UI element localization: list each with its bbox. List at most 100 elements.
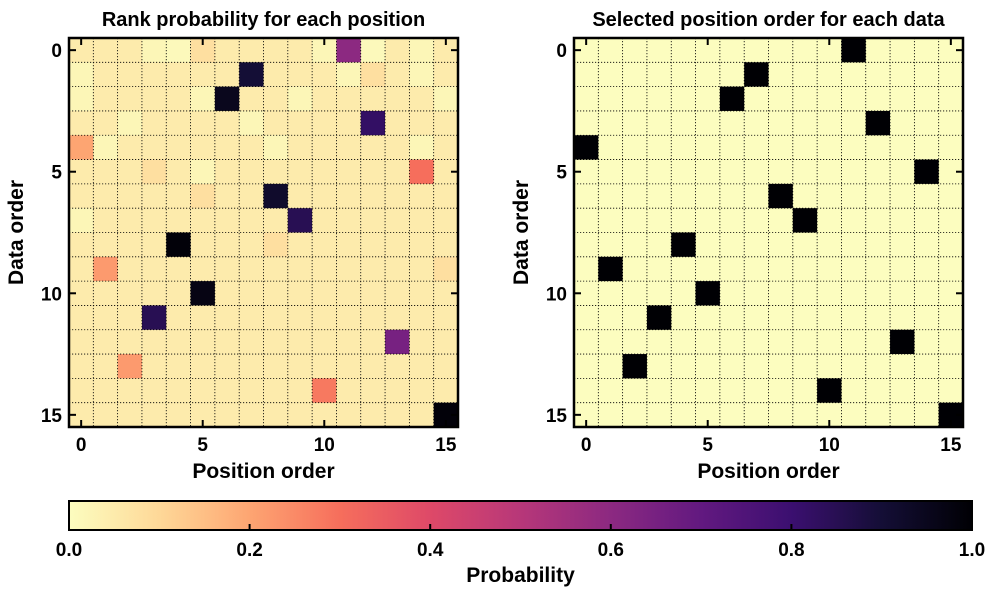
heatmap-cell xyxy=(287,135,313,160)
heatmap-cell xyxy=(117,281,143,306)
heatmap-cell xyxy=(841,38,867,63)
heatmap-cell xyxy=(865,135,891,160)
heatmap-cell xyxy=(817,86,842,112)
heatmap-cell xyxy=(239,378,264,403)
heatmap-cell xyxy=(865,183,891,209)
heatmap-cell xyxy=(360,208,386,233)
heatmap-cell xyxy=(141,62,167,87)
heatmap-cell xyxy=(695,354,721,379)
heatmap-cell xyxy=(914,402,939,428)
heatmap-cell xyxy=(792,62,818,87)
heatmap-cell xyxy=(93,62,118,87)
heatmap-cell xyxy=(646,329,672,355)
heatmap-cell xyxy=(938,135,964,160)
heatmap-cell xyxy=(336,38,362,63)
heatmap-cell xyxy=(166,305,191,331)
heatmap-cell xyxy=(817,135,842,160)
y-tick-label: 5 xyxy=(556,163,567,184)
y-tick-label: 15 xyxy=(546,406,568,427)
heatmap-cell xyxy=(671,62,696,87)
heatmap-cell xyxy=(744,38,769,63)
heatmap-cell xyxy=(574,305,599,331)
heatmap-cell xyxy=(841,281,867,306)
heatmap-cell xyxy=(817,281,842,306)
heatmap-cell xyxy=(336,159,362,185)
heatmap-cell xyxy=(360,110,386,136)
heatmap-cell xyxy=(263,183,289,209)
heatmap-cell xyxy=(622,183,648,209)
heatmap-cell xyxy=(719,183,745,209)
heatmap-cell xyxy=(598,208,623,233)
heatmap-cell xyxy=(865,402,891,428)
heatmap-cell xyxy=(287,256,313,282)
heatmap-cell xyxy=(865,86,891,112)
heatmap-cell xyxy=(93,329,118,355)
heatmap-cell xyxy=(117,135,143,160)
heatmap-cell xyxy=(768,354,794,379)
heatmap-cell xyxy=(890,62,915,87)
heatmap-cell xyxy=(695,256,721,282)
heatmap-cell xyxy=(312,183,337,209)
heatmap-cell xyxy=(671,183,696,209)
heatmap-cell xyxy=(385,329,410,355)
heatmap-cell xyxy=(93,281,118,306)
heatmap-cell xyxy=(792,208,818,233)
heatmap-cell xyxy=(239,305,264,331)
heatmap-cell xyxy=(69,305,94,331)
heatmap-cell xyxy=(287,183,313,209)
heatmap-cell xyxy=(117,256,143,282)
heatmap-cell xyxy=(190,62,216,87)
heatmap-cell xyxy=(263,62,289,87)
heatmap-cell xyxy=(938,354,964,379)
heatmap-cell xyxy=(719,232,745,258)
heatmap-cell xyxy=(890,232,915,258)
heatmap-cell xyxy=(646,378,672,403)
heatmap-cell xyxy=(890,208,915,233)
heatmap-cell xyxy=(768,86,794,112)
heatmap-cell xyxy=(117,183,143,209)
heatmap-cell xyxy=(841,159,867,185)
heatmap-cell xyxy=(409,329,434,355)
heatmap-cell xyxy=(695,159,721,185)
heatmap-cell xyxy=(671,329,696,355)
heatmap-cell xyxy=(409,38,434,63)
heatmap-cell xyxy=(768,38,794,63)
heatmap-cell xyxy=(890,86,915,112)
heatmap-cell xyxy=(409,281,434,306)
heatmap-cell xyxy=(744,256,769,282)
heatmap-cell xyxy=(141,232,167,258)
heatmap-cell xyxy=(646,38,672,63)
heatmap-cell xyxy=(385,402,410,428)
heatmap-cell xyxy=(190,135,216,160)
panel-title: Selected position order for each data xyxy=(592,9,945,31)
x-tick-label: 15 xyxy=(435,435,457,456)
heatmap-cell xyxy=(938,110,964,136)
heatmap-cell xyxy=(69,232,94,258)
heatmap-cell xyxy=(792,159,818,185)
heatmap-cell xyxy=(117,110,143,136)
heatmap-cell xyxy=(622,232,648,258)
heatmap-cell xyxy=(360,183,386,209)
heatmap-cell xyxy=(598,378,623,403)
heatmap-cell xyxy=(768,183,794,209)
heatmap-cell xyxy=(768,62,794,87)
heatmap-cell xyxy=(263,208,289,233)
heatmap-cell xyxy=(744,378,769,403)
heatmap-cell xyxy=(263,329,289,355)
heatmap-cell xyxy=(190,305,216,331)
heatmap-cell xyxy=(385,281,410,306)
heatmap-cell xyxy=(69,62,94,87)
heatmap-cell xyxy=(744,135,769,160)
heatmap-cell xyxy=(239,159,264,185)
heatmap-cell xyxy=(93,183,118,209)
heatmap-cell xyxy=(574,62,599,87)
heatmap-cell xyxy=(239,256,264,282)
heatmap-cell xyxy=(817,183,842,209)
heatmap-cell xyxy=(817,329,842,355)
heatmap-cell xyxy=(768,378,794,403)
heatmap-cell xyxy=(287,329,313,355)
heatmap-cell xyxy=(890,378,915,403)
heatmap-cell xyxy=(744,159,769,185)
heatmap-cell xyxy=(287,86,313,112)
